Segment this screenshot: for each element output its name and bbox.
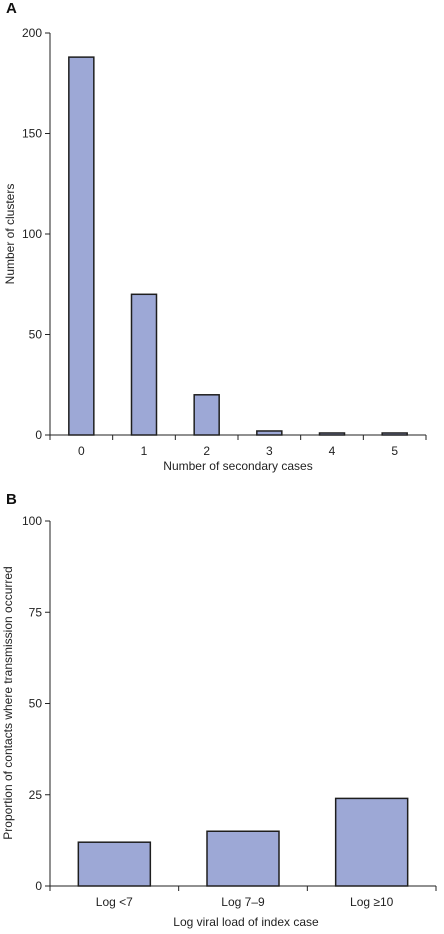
chart-panel-a: A 0 50 100 150 200 0 1 2 3 4 5 Number of secondar… <box>3 0 427 473</box>
y-axis-label-b: Proportion of contacts where transmissio… <box>1 566 15 839</box>
x-tick-label: 4 <box>329 444 336 458</box>
x-tick-label: 2 <box>203 444 210 458</box>
y-ticks-b: 0 25 50 75 100 <box>22 514 50 893</box>
bar <box>193 394 220 436</box>
y-tick-label: 200 <box>22 26 42 40</box>
y-tick-label: 150 <box>22 127 42 141</box>
bar <box>77 841 152 887</box>
x-tick-label: 3 <box>266 444 273 458</box>
panel-letter-a: A <box>6 0 17 17</box>
y-tick-label: 75 <box>29 605 43 619</box>
x-tick-label: Log 7–9 <box>221 895 265 909</box>
y-ticks-a: 0 50 100 150 200 <box>22 26 50 442</box>
x-axis-label-a: Number of secondary cases <box>163 459 312 473</box>
bar <box>256 430 283 436</box>
x-tick-label: 5 <box>391 444 398 458</box>
x-tick-label: 0 <box>78 444 85 458</box>
y-tick-label: 25 <box>29 788 43 802</box>
y-tick-label: 100 <box>22 227 42 241</box>
x-tick-label: 1 <box>141 444 148 458</box>
bar <box>68 56 95 436</box>
chart-panel-b: B 0 25 50 75 100 Log <7 Log 7–9 Log ≥10 Log vi… <box>1 491 437 929</box>
bar <box>206 830 280 887</box>
y-tick-label: 50 <box>29 697 43 711</box>
x-tick-label: Log ≥10 <box>350 895 394 909</box>
x-ticks-a: 0 1 2 3 4 5 <box>49 435 427 458</box>
bar <box>130 293 158 436</box>
y-tick-label: 100 <box>22 514 42 528</box>
y-tick-label: 50 <box>29 328 43 342</box>
x-ticks-b: Log <7 Log 7–9 Log ≥10 <box>49 886 437 909</box>
x-axis-label-b: Log viral load of index case <box>173 915 319 929</box>
bar <box>334 797 409 887</box>
bars-b <box>77 797 409 887</box>
x-tick-label: Log <7 <box>96 895 133 909</box>
y-tick-label: 0 <box>35 428 42 442</box>
y-axis-label-a: Number of clusters <box>3 184 17 285</box>
panel-letter-b: B <box>6 491 17 508</box>
y-tick-label: 0 <box>35 879 42 893</box>
bars-a <box>68 56 408 436</box>
